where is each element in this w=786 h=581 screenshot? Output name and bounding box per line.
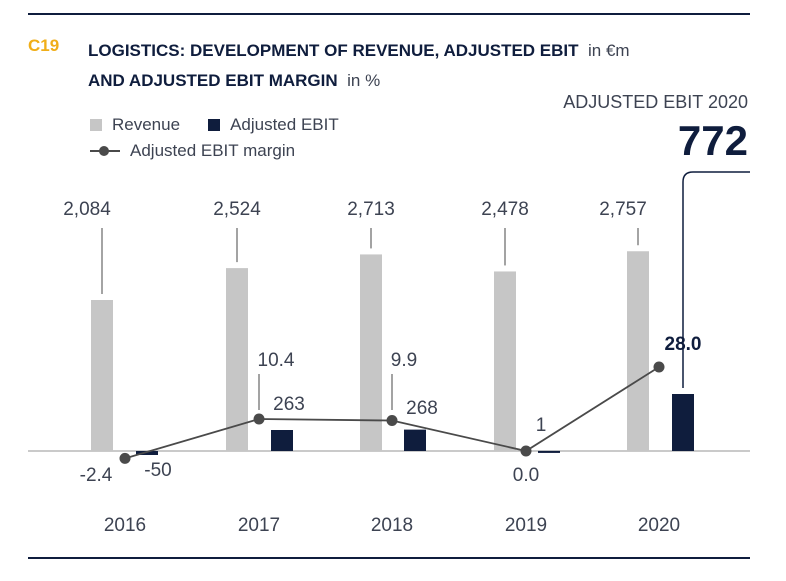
margin-data-label: 10.4 xyxy=(258,350,295,371)
margin-point xyxy=(119,452,131,464)
x-tick-label: 2020 xyxy=(638,515,680,536)
revenue-bar xyxy=(91,300,113,451)
margin-point xyxy=(386,415,398,427)
legend-label-ebit: Adjusted EBIT xyxy=(230,115,339,134)
ebit-data-label: 268 xyxy=(406,398,438,419)
legend-label-revenue: Revenue xyxy=(112,115,181,134)
margin-point xyxy=(253,413,265,425)
title-unit-2: in % xyxy=(347,71,381,90)
legend-swatch-ebit xyxy=(208,119,221,131)
bottom-rule xyxy=(28,557,750,559)
title-unit-1: in €m xyxy=(587,41,630,60)
ebit-bar xyxy=(271,430,293,451)
x-tick-label: 2016 xyxy=(104,515,146,536)
revenue-bar xyxy=(360,254,382,451)
margin-data-label: -2.4 xyxy=(80,465,113,486)
revenue-data-label: 2,478 xyxy=(481,199,529,220)
figure-id: C19 xyxy=(28,36,60,55)
title-line-2: AND ADJUSTED EBIT MARGIN xyxy=(88,71,338,90)
chart-title: LOGISTICS: DEVELOPMENT OF REVENUE, ADJUS… xyxy=(88,36,630,96)
x-tick-label: 2019 xyxy=(505,515,547,536)
legend: Revenue Adjusted EBIT Adjusted EBIT marg… xyxy=(90,112,339,164)
margin-point xyxy=(520,445,532,457)
revenue-bar xyxy=(226,268,248,451)
callout-value: 772 xyxy=(677,117,748,164)
ebit-bar xyxy=(538,450,560,453)
revenue-bar xyxy=(494,271,516,451)
margin-data-label-emphasis: 28.0 xyxy=(665,334,702,355)
callout-label: ADJUSTED EBIT 2020 xyxy=(563,92,748,112)
margin-data-label: 9.9 xyxy=(391,350,417,371)
title-line-1: LOGISTICS: DEVELOPMENT OF REVENUE, ADJUS… xyxy=(88,41,579,60)
ebit-data-label: -50 xyxy=(144,460,171,481)
x-tick-label: 2018 xyxy=(371,515,413,536)
ebit-data-label: 1 xyxy=(536,415,547,436)
legend-label-margin: Adjusted EBIT margin xyxy=(130,141,296,160)
margin-point xyxy=(653,361,665,373)
x-tick-label: 2017 xyxy=(238,515,280,536)
revenue-data-label: 2,713 xyxy=(347,199,395,220)
ebit-bar xyxy=(136,451,158,455)
ebit-data-label: 263 xyxy=(273,394,305,415)
revenue-data-label: 2,757 xyxy=(599,199,647,220)
top-rule xyxy=(28,13,750,15)
margin-data-label: 0.0 xyxy=(513,465,539,486)
callout-leader-line xyxy=(682,171,750,388)
ebit-bar xyxy=(672,394,694,451)
revenue-data-label: 2,084 xyxy=(63,199,111,220)
legend-swatch-revenue xyxy=(90,119,102,131)
revenue-data-label: 2,524 xyxy=(213,199,261,220)
legend-marker-margin xyxy=(90,145,120,157)
revenue-bar xyxy=(627,251,649,451)
ebit-bar xyxy=(404,429,426,451)
